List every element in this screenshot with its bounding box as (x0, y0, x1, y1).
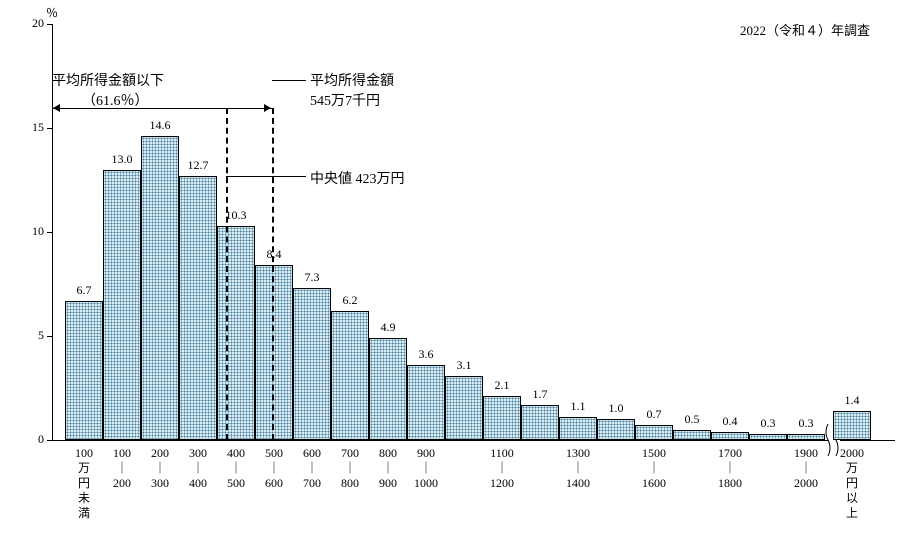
x-tick-label: 900 ｜ 1000 (414, 446, 438, 491)
bar-value-label: 2.1 (495, 378, 510, 393)
bar-value-label: 14.6 (150, 118, 171, 133)
x-tick-label: 1500 ｜ 1600 (642, 446, 666, 491)
x-tick-label: 800 ｜ 900 (379, 446, 397, 491)
histogram-bar (673, 430, 711, 440)
bar-value-label: 1.1 (571, 399, 586, 414)
histogram-bar (179, 176, 217, 440)
x-tick-label: 600 ｜ 700 (303, 446, 321, 491)
y-tick-label: 15 (32, 120, 44, 135)
x-tick-label: 1100 ｜ 1200 (490, 446, 514, 491)
below-avg-range-line (52, 108, 272, 109)
y-tick-label: 0 (38, 432, 44, 447)
below-avg-label-line2: （61.6％） (82, 90, 149, 110)
bar-value-label: 1.4 (845, 393, 860, 408)
x-tick-label: 100 ｜ 200 (113, 446, 131, 491)
y-tick (47, 128, 52, 129)
histogram-bar (521, 405, 559, 440)
histogram-bar (103, 170, 141, 440)
bar-value-label: 6.7 (77, 283, 92, 298)
bar-value-label: 3.6 (419, 347, 434, 362)
histogram-bar (293, 288, 331, 440)
histogram-bar (65, 301, 103, 440)
histogram-bar (833, 411, 871, 440)
bar-value-label: 7.3 (305, 270, 320, 285)
chart-stage: 2022（令和４）年調査 ％ 平均所得金額以下 （61.6％） 平均所得金額 5… (0, 0, 900, 536)
histogram-bar (635, 425, 673, 440)
bar-value-label: 1.7 (533, 387, 548, 402)
bar-value-label: 0.3 (799, 416, 814, 431)
y-tick (47, 24, 52, 25)
x-tick-label: 1900 ｜ 2000 (794, 446, 818, 491)
bar-value-label: 0.7 (647, 407, 662, 422)
bar-value-label: 10.3 (226, 208, 247, 223)
x-tick-label: 100 万 円 未 満 (75, 446, 93, 521)
mean-vline (272, 108, 274, 440)
bar-value-label: 12.7 (188, 158, 209, 173)
histogram-bar (559, 417, 597, 440)
survey-year-label: 2022（令和４）年調査 (740, 20, 870, 39)
bar-value-label: 6.2 (343, 293, 358, 308)
histogram-bar (711, 432, 749, 440)
bar-value-label: 3.1 (457, 358, 472, 373)
histogram-bar (483, 396, 521, 440)
median-label: 中央値 423万円 (310, 168, 405, 188)
arrow-head-icon (264, 104, 271, 112)
x-tick-label: 300 ｜ 400 (189, 446, 207, 491)
histogram-bar (787, 434, 825, 440)
y-tick (47, 336, 52, 337)
x-tick-label: 400 ｜ 500 (227, 446, 245, 491)
x-axis-right (840, 440, 895, 441)
y-tick (47, 440, 52, 441)
x-tick-label: 200 ｜ 300 (151, 446, 169, 491)
x-tick-label: 1700 ｜ 1800 (718, 446, 742, 491)
avg-callout-line (272, 80, 306, 81)
avg-label-line1: 平均所得金額 (310, 70, 394, 90)
y-tick-label: 10 (32, 224, 44, 239)
bar-value-label: 1.0 (609, 401, 624, 416)
x-tick-label: 1300 ｜ 1400 (566, 446, 590, 491)
bar-value-label: 13.0 (112, 152, 133, 167)
histogram-bar (749, 434, 787, 440)
histogram-bar (597, 419, 635, 440)
histogram-bar (407, 365, 445, 440)
bar-value-label: 0.3 (761, 416, 776, 431)
histogram-bar (217, 226, 255, 440)
y-axis-unit: ％ (46, 4, 58, 21)
bar-value-label: 0.4 (723, 414, 738, 429)
histogram-bar (445, 376, 483, 440)
below-avg-label-line1: 平均所得金額以下 (52, 70, 164, 90)
median-callout-line (226, 176, 306, 177)
bar-value-label: 0.5 (685, 412, 700, 427)
median-vline (226, 108, 228, 440)
avg-label-line2: 545万7千円 (310, 90, 380, 110)
y-tick (47, 232, 52, 233)
bar-value-label: 4.9 (381, 320, 396, 335)
x-tick-label: 700 ｜ 800 (341, 446, 359, 491)
x-tick-label: 500 ｜ 600 (265, 446, 283, 491)
y-tick-label: 5 (38, 328, 44, 343)
y-tick-label: 20 (32, 16, 44, 31)
histogram-bar (331, 311, 369, 440)
histogram-bar (369, 338, 407, 440)
arrow-head-icon (53, 104, 60, 112)
histogram-bar (141, 136, 179, 440)
x-tick-label: 2000 万 円 以 上 (840, 446, 864, 521)
x-axis-left (52, 440, 828, 441)
